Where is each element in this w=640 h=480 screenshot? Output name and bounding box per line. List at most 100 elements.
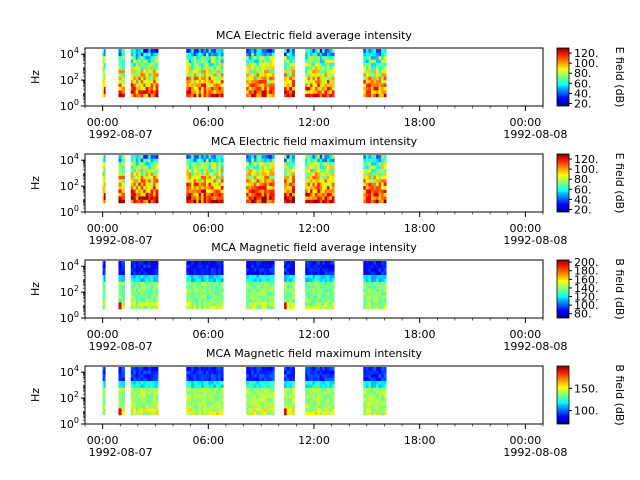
spectrogram-cell [215, 175, 219, 180]
spectrogram-cell [269, 387, 273, 392]
spectrogram-cell [220, 302, 224, 306]
spectrogram-cell [284, 397, 287, 402]
spectrogram-cell [201, 295, 204, 299]
spectrogram-cell [118, 52, 122, 57]
spectrogram-cell [133, 278, 137, 282]
spectrogram-cell [135, 373, 139, 378]
spectrogram-cell [215, 404, 219, 409]
x-tick-label: 12:00 [298, 116, 330, 129]
spectrogram-cell [253, 155, 257, 159]
spectrogram-cell [215, 261, 219, 265]
spectrogram-cell [291, 411, 295, 416]
spectrogram-cell [153, 411, 156, 416]
spectrogram-cell [286, 155, 290, 159]
spectrogram-cell [213, 189, 217, 193]
spectrogram-cell [150, 185, 154, 190]
spectrogram-cell [291, 168, 295, 173]
spectrogram-cell [365, 192, 369, 197]
spectrogram-cell [373, 380, 377, 385]
spectrogram-cell [133, 384, 137, 388]
spectrogram-cell [319, 185, 323, 190]
spectrogram-cell [196, 49, 199, 53]
spectrogram-cell [310, 59, 313, 64]
colorbar-tick-label: 120. [574, 291, 599, 304]
spectrogram-cell [130, 394, 134, 399]
spectrogram-cell [251, 192, 255, 197]
spectrogram-cell [314, 185, 318, 190]
spectrogram-cell [193, 49, 197, 53]
spectrogram-cell [140, 66, 144, 70]
spectrogram-cell [193, 76, 197, 81]
spectrogram-cell [329, 196, 333, 200]
spectrogram-cell [145, 192, 149, 197]
spectrogram-cell [188, 291, 192, 296]
spectrogram-cell [103, 76, 106, 81]
spectrogram-cell [150, 274, 154, 279]
spectrogram-cell [324, 278, 328, 282]
spectrogram-cell [322, 62, 325, 67]
spectrogram-cell [258, 394, 262, 399]
spectrogram-cell [373, 161, 377, 166]
x-tick-label: 00:00 [510, 222, 542, 235]
spectrogram-cell [153, 408, 156, 412]
spectrogram-cell [368, 404, 372, 409]
spectrogram-cell [326, 178, 330, 183]
spectrogram-cell [365, 172, 369, 176]
spectrogram-cell [258, 387, 262, 392]
spectrogram-cell [329, 278, 333, 282]
spectrogram-cell [206, 370, 209, 375]
spectrogram-cell [289, 189, 293, 193]
spectrogram-cell [271, 168, 275, 173]
spectrogram-cell [331, 192, 335, 197]
x-tick-label: 18:00 [404, 222, 436, 235]
y-tick-label: 100 [60, 98, 79, 113]
spectrogram-cell [186, 267, 190, 272]
spectrogram-cell [378, 185, 382, 190]
spectrogram-cell [365, 370, 369, 375]
spectrogram-cell [307, 281, 311, 286]
spectrogram-cell [206, 278, 209, 282]
spectrogram-cell [248, 397, 252, 402]
spectrogram-cell [155, 408, 159, 412]
spectrogram-cell [155, 390, 159, 395]
spectrogram-cell [201, 390, 204, 395]
spectrogram-cell [130, 158, 134, 163]
spectrogram-cell [363, 189, 367, 193]
spectrogram-cell [103, 69, 106, 74]
spectrogram-cell [193, 62, 197, 67]
spectrogram-cell [215, 158, 219, 163]
spectrogram-cell [307, 161, 311, 166]
y-axis-label: Hz [29, 388, 42, 402]
spectrogram-cell [383, 288, 387, 293]
spectrogram-cell [373, 302, 377, 306]
spectrogram-cell [121, 397, 125, 402]
spectrogram-cell [130, 267, 134, 272]
spectrogram-cell [310, 295, 313, 299]
spectrogram-cell [188, 390, 192, 395]
spectrogram-cell [153, 79, 156, 84]
spectrogram-cell [381, 189, 384, 193]
spectrogram-cell [210, 189, 214, 193]
spectrogram-cell [145, 175, 149, 180]
spectrogram-cell [218, 267, 222, 272]
spectrogram-cell [261, 172, 265, 176]
spectrogram-cell [253, 158, 257, 163]
spectrogram-cell [261, 72, 265, 77]
spectrogram-cell [289, 90, 293, 94]
spectrogram-cell [103, 196, 106, 200]
spectrogram-cell [381, 72, 384, 77]
spectrogram-cell [201, 384, 204, 388]
spectrogram-cell [365, 189, 369, 193]
spectrogram-cell [264, 86, 267, 91]
spectrogram-cell [213, 165, 217, 170]
spectrogram-cell [143, 93, 146, 98]
spectrogram-cell [331, 295, 335, 299]
spectrogram-cell [376, 175, 379, 180]
spectrogram-cell [284, 185, 287, 190]
spectrogram-cell [148, 271, 151, 276]
spectrogram-cell [103, 380, 106, 385]
spectrogram-cell [140, 274, 144, 279]
spectrogram-cell [258, 175, 262, 180]
spectrogram-cell [215, 182, 219, 187]
spectrogram-cell [246, 52, 250, 57]
